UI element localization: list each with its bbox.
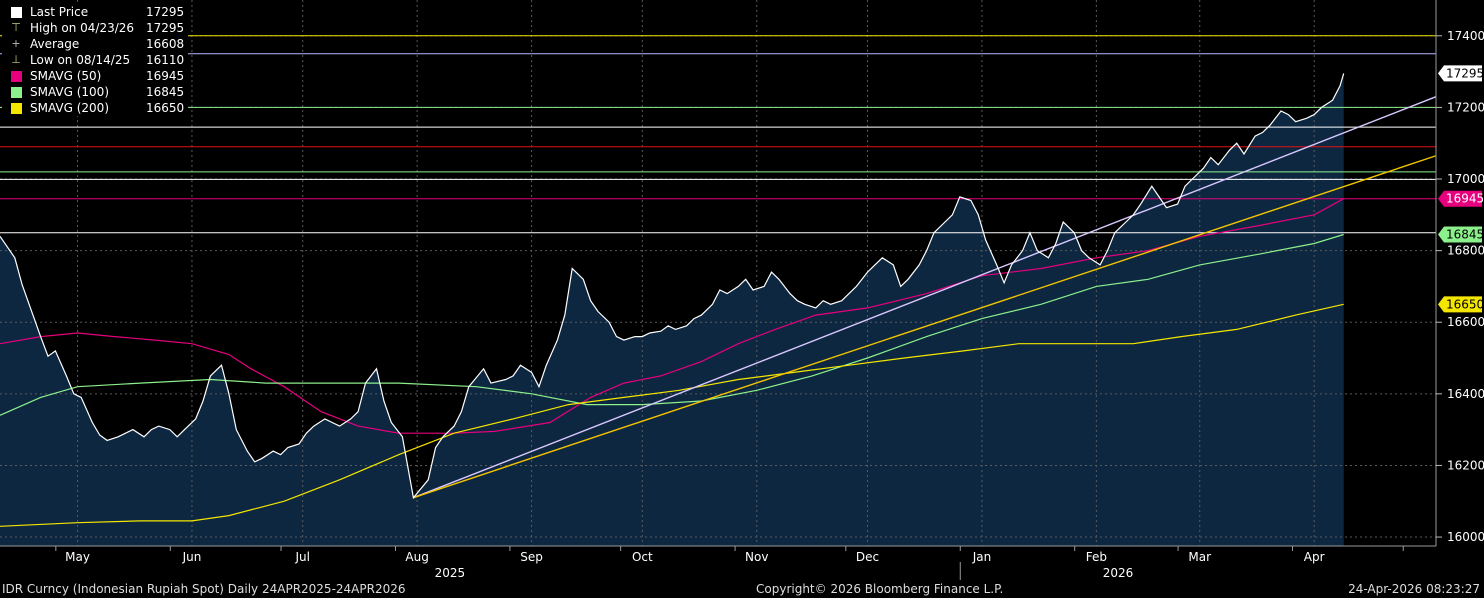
legend-row-average[interactable]: + Average 16608 bbox=[2, 36, 188, 52]
year-label: 2026 bbox=[1103, 566, 1134, 580]
y-tick-label: 16600 bbox=[1447, 315, 1484, 329]
legend-label: Last Price bbox=[30, 5, 89, 19]
yellow-square-icon bbox=[10, 102, 22, 114]
x-tick-label: Jun bbox=[182, 550, 202, 564]
legend-label: SMAVG (50) bbox=[30, 69, 102, 83]
legend-row-smavg-200[interactable]: SMAVG (200) 16650 bbox=[2, 100, 188, 116]
legend-value: 16945 bbox=[146, 69, 185, 83]
x-tick-label: Apr bbox=[1304, 550, 1325, 564]
y-tick-label: 17400 bbox=[1447, 29, 1484, 43]
legend-label: SMAVG (100) bbox=[30, 85, 110, 99]
y-tick-label: 16400 bbox=[1447, 387, 1484, 401]
legend-value: 16110 bbox=[146, 53, 185, 67]
legend-label: Low on 08/14/25 bbox=[30, 53, 131, 67]
y-tick-label: 16200 bbox=[1447, 458, 1484, 472]
legend-label: High on 04/23/26 bbox=[30, 21, 135, 35]
copyright-text: Copyright© 2026 Bloomberg Finance L.P. bbox=[756, 582, 1004, 596]
x-tick-label: Jul bbox=[294, 550, 309, 564]
low-marker-icon: ⊥ bbox=[11, 53, 21, 66]
legend-row-last-price[interactable]: Last Price 17295 bbox=[2, 4, 188, 20]
legend-value: 17295 bbox=[146, 5, 185, 19]
value-tag-box bbox=[1438, 296, 1482, 313]
x-tick-label: Feb bbox=[1086, 550, 1107, 564]
x-tick-label: Aug bbox=[405, 550, 428, 564]
y-tick-label: 16800 bbox=[1447, 244, 1484, 258]
price-area-fill bbox=[0, 73, 1344, 547]
legend-value: 16608 bbox=[146, 37, 185, 51]
value-tag-label: 16945 bbox=[1446, 192, 1484, 206]
x-tick-label: Sep bbox=[520, 550, 543, 564]
trend-upper-line bbox=[413, 96, 1437, 499]
high-marker-icon: ⊤ bbox=[11, 21, 21, 34]
y-tick-label: 17200 bbox=[1447, 100, 1484, 114]
legend-row-low[interactable]: ⊥ Low on 08/14/25 16110 bbox=[2, 52, 188, 68]
legend-label: SMAVG (200) bbox=[30, 101, 110, 115]
x-tick-label: Nov bbox=[745, 550, 768, 564]
x-tick-label: May bbox=[65, 550, 90, 564]
y-tick-label: 17000 bbox=[1447, 172, 1484, 186]
legend-row-smavg-100[interactable]: SMAVG (100) 16845 bbox=[2, 84, 188, 100]
magenta-square-icon bbox=[10, 70, 22, 82]
chart-footer: IDR Curncy (Indonesian Rupiah Spot) Dail… bbox=[0, 580, 1484, 598]
legend-row-high[interactable]: ⊤ High on 04/23/26 17295 bbox=[2, 20, 188, 36]
legend-label: Average bbox=[30, 37, 80, 51]
legend-value: 16845 bbox=[146, 85, 185, 99]
value-tag-box bbox=[1438, 190, 1482, 207]
timestamp: 24-Apr-2026 08:23:27 bbox=[1348, 582, 1480, 596]
value-tag-label: 16845 bbox=[1446, 228, 1484, 242]
security-description: IDR Curncy (Indonesian Rupiah Spot) Dail… bbox=[2, 582, 406, 596]
y-tick-label: 16000 bbox=[1447, 530, 1484, 544]
sma50-line bbox=[0, 198, 1344, 434]
x-tick-label: Oct bbox=[632, 550, 653, 564]
chart-legend: Last Price 17295 ⊤ High on 04/23/26 1729… bbox=[2, 4, 188, 116]
value-tag-box bbox=[1438, 65, 1482, 82]
value-tag-label: 17295 bbox=[1446, 66, 1484, 80]
trend-lower-line bbox=[413, 155, 1437, 499]
legend-value: 16650 bbox=[146, 101, 185, 115]
legend-row-smavg-50[interactable]: SMAVG (50) 16945 bbox=[2, 68, 188, 84]
year-label: 2025 bbox=[435, 566, 466, 580]
sma200-line bbox=[0, 303, 1344, 527]
price-line bbox=[0, 73, 1345, 500]
average-marker-icon: + bbox=[11, 37, 21, 50]
value-tag-label: 16650 bbox=[1446, 297, 1484, 311]
green-square-icon bbox=[10, 86, 22, 98]
legend-value: 17295 bbox=[146, 21, 185, 35]
x-tick-label: Dec bbox=[856, 550, 879, 564]
white-square-icon bbox=[10, 6, 22, 18]
x-tick-label: Jan bbox=[972, 550, 992, 564]
x-tick-label: Mar bbox=[1188, 550, 1211, 564]
value-tag-box bbox=[1438, 226, 1482, 243]
